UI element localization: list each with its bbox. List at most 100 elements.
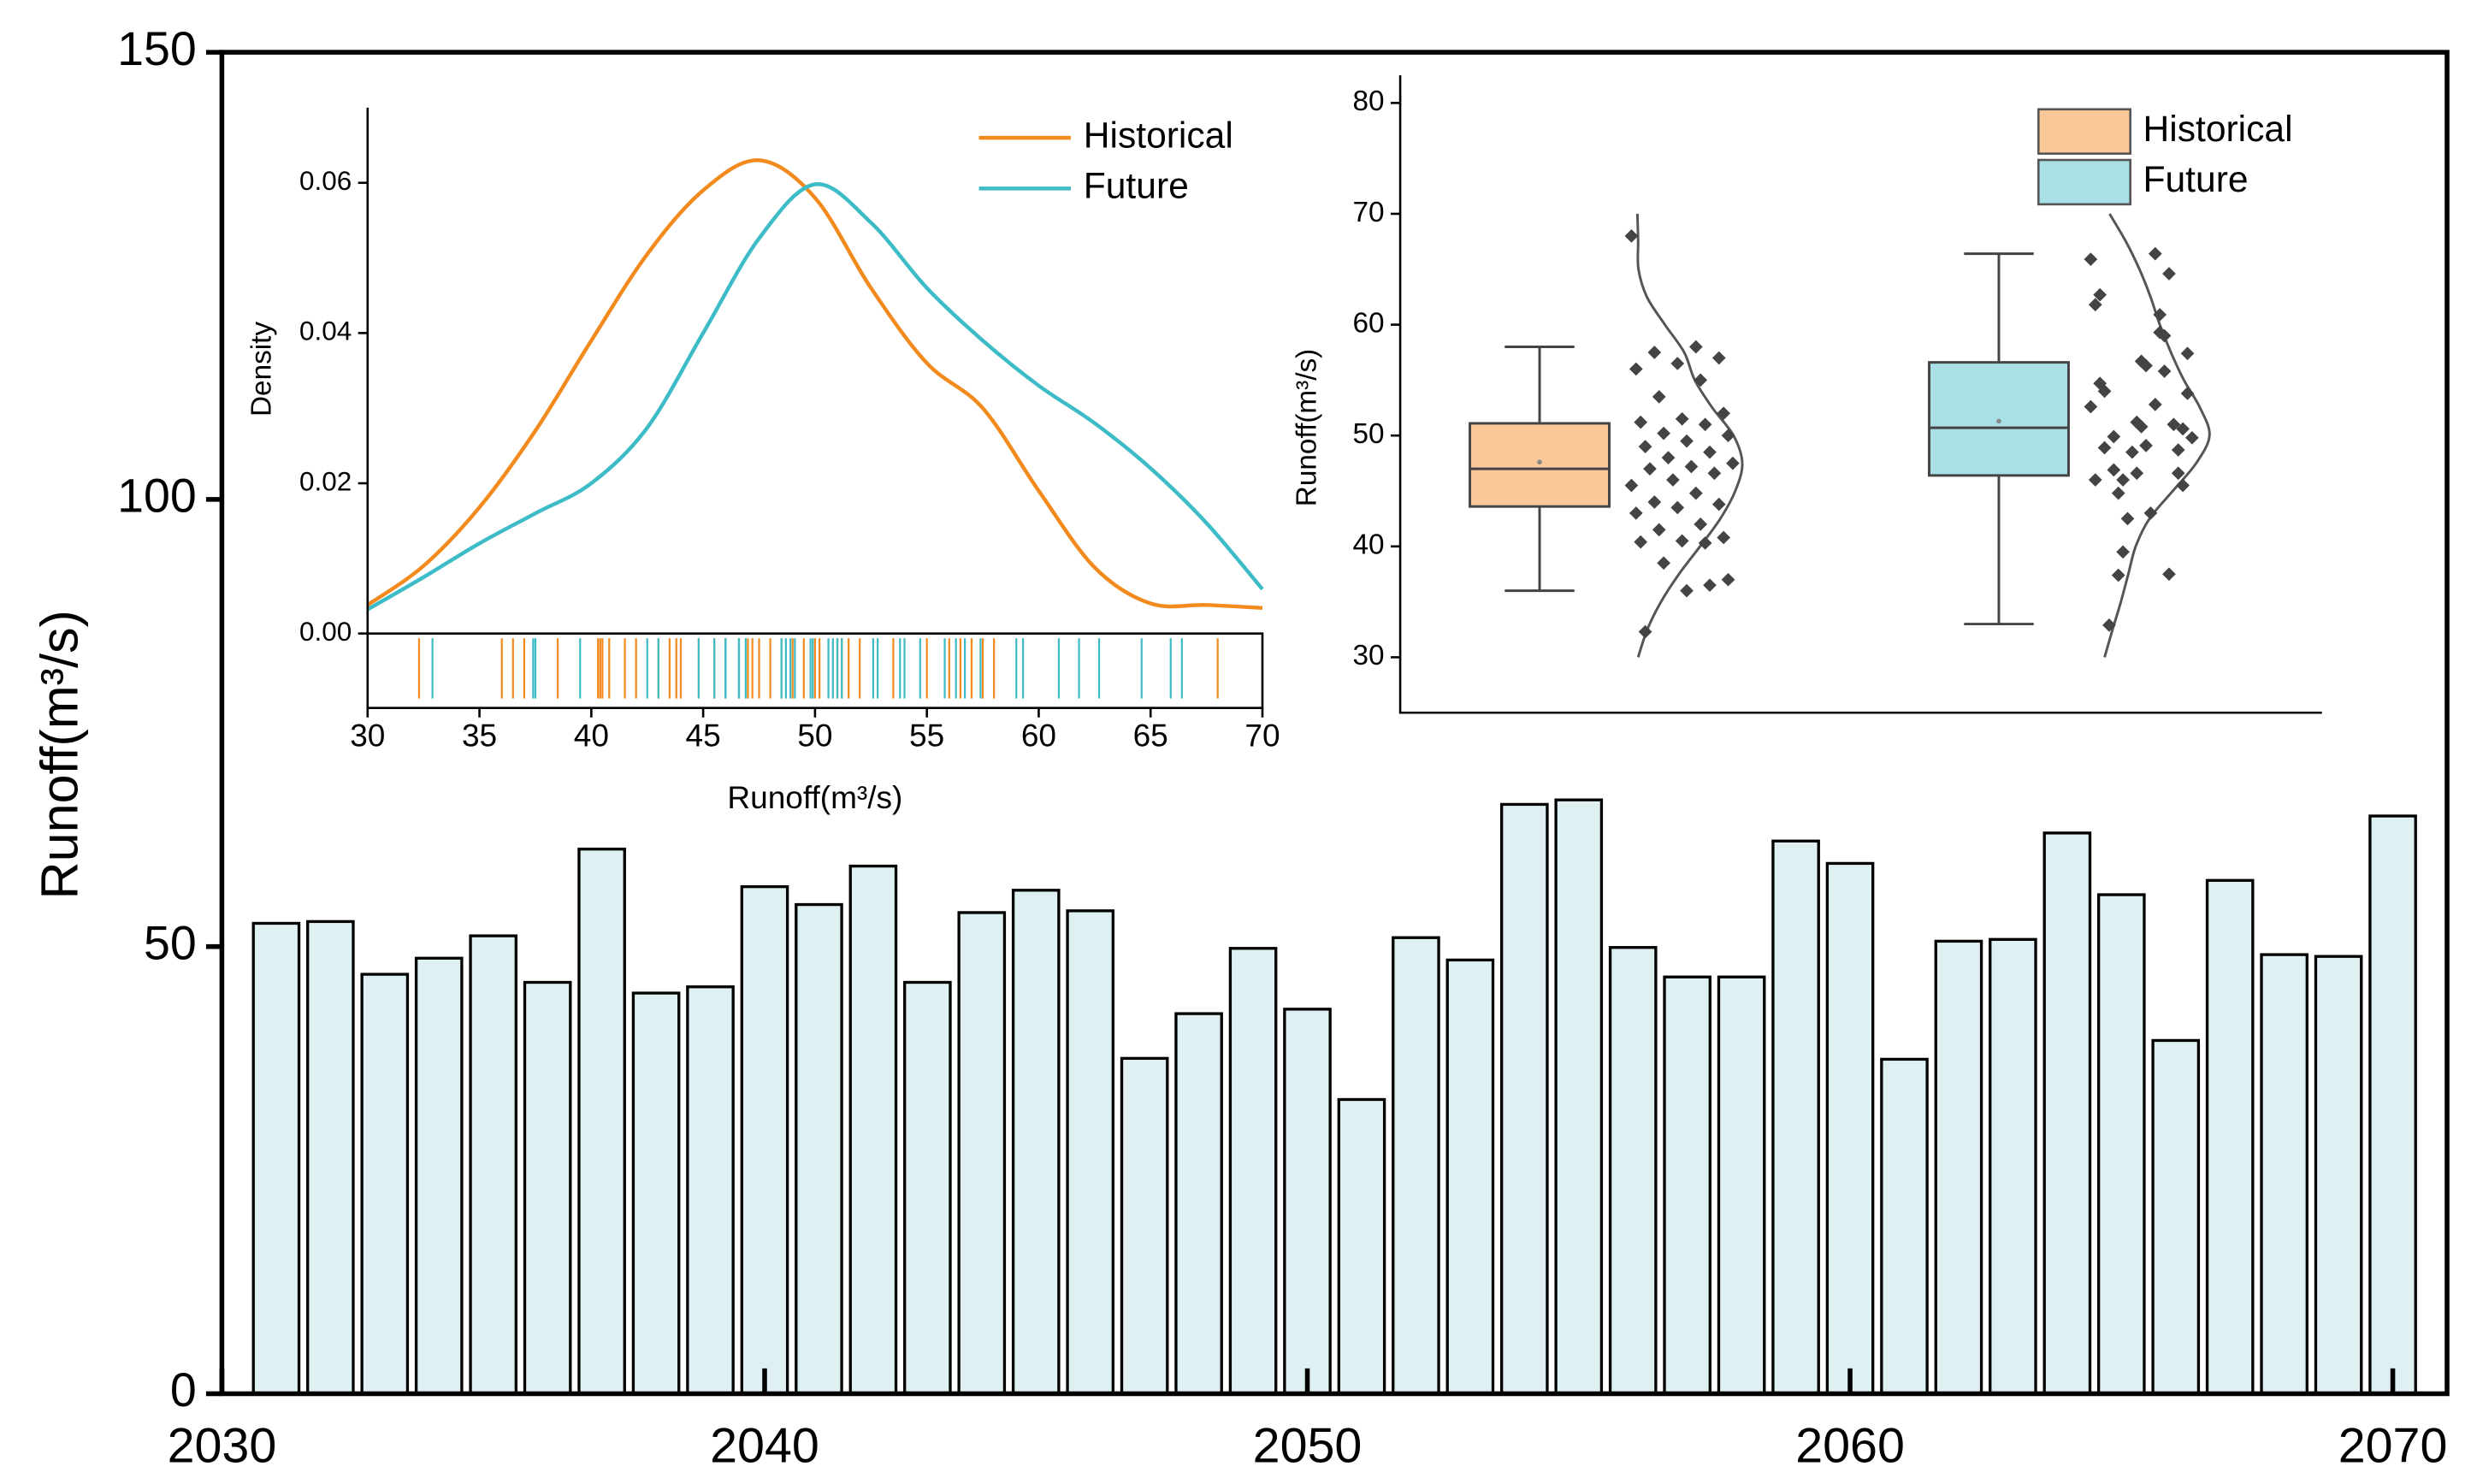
bar: [1934, 939, 1983, 1396]
data-point: [1675, 411, 1689, 426]
bar: [1066, 909, 1115, 1396]
data-point: [1624, 478, 1639, 493]
y-tick-label: 0: [170, 1363, 197, 1416]
legend-swatch: [2037, 108, 2131, 155]
bar: [2096, 893, 2146, 1396]
x-tick-label: 2060: [1795, 1418, 1905, 1473]
y-axis-label: Density: [245, 322, 277, 417]
legend-label: Historical: [2143, 109, 2292, 150]
data-point: [2171, 466, 2185, 481]
y-tick-label: 80: [1352, 86, 1384, 117]
half-violin: [2103, 213, 2211, 658]
bar: [2042, 831, 2092, 1396]
data-point: [1657, 426, 1670, 440]
x-tick-label: 45: [686, 718, 721, 754]
y-tick-label: 0.00: [299, 617, 352, 647]
x-tick-label: 2030: [168, 1418, 277, 1473]
bar: [2314, 955, 2363, 1396]
x-tick-label: 65: [1133, 718, 1168, 754]
bar: [1880, 1057, 1929, 1396]
bar: [2368, 814, 2417, 1396]
data-point: [2180, 387, 2195, 400]
bar: [1499, 802, 1549, 1396]
y-tick-label: 100: [117, 470, 197, 523]
bar: [2205, 878, 2255, 1396]
x-tick-label: 2050: [1253, 1418, 1363, 1473]
data-point: [2185, 430, 2199, 445]
data-point: [2116, 473, 2130, 487]
bar: [414, 956, 464, 1396]
bar: [903, 980, 952, 1396]
data-point: [1694, 517, 1708, 531]
x-tick-label: 60: [1021, 718, 1056, 754]
bar: [686, 985, 735, 1396]
bar: [795, 902, 843, 1396]
y-tick-label: 0.06: [299, 166, 352, 196]
x-tick-label: 35: [462, 718, 497, 754]
box: [1469, 422, 1611, 508]
bar: [523, 980, 572, 1396]
data-point: [2097, 440, 2112, 455]
x-tick-label: 2040: [710, 1418, 819, 1473]
x-tick-label: 30: [350, 718, 385, 754]
y-tick-label: 30: [1352, 640, 1384, 671]
y-tick-label: 0.04: [299, 316, 352, 346]
bar: [1989, 937, 2037, 1396]
x-tick-label: 50: [797, 718, 832, 754]
density-line: [366, 182, 1264, 612]
y-axis-label: Runoff(m³/s): [1291, 349, 1322, 507]
bar: [251, 921, 301, 1396]
bar: [577, 848, 626, 1396]
y-tick-label: 40: [1352, 529, 1384, 561]
x-tick-label: 2070: [2338, 1418, 2448, 1473]
data-point: [2143, 506, 2158, 520]
bar: [848, 864, 898, 1396]
bar: [1174, 1012, 1223, 1396]
bar: [1825, 861, 1875, 1396]
bar: [1337, 1097, 1386, 1396]
data-point: [1634, 415, 1648, 429]
legend-label: Future: [2143, 159, 2248, 200]
bar: [2151, 1038, 2201, 1396]
data-point: [1707, 466, 1722, 481]
axes-frame: [1398, 74, 2322, 714]
bar: [1228, 947, 1278, 1396]
data-point: [2107, 429, 2121, 444]
bar: [1717, 975, 1766, 1396]
data-point: [1698, 536, 1712, 550]
y-tick-label: 50: [144, 916, 197, 969]
data-point: [1638, 624, 1652, 639]
bar: [1608, 946, 1658, 1396]
legend-label: Historical: [1084, 115, 1233, 156]
data-point: [2093, 287, 2107, 302]
data-point: [2134, 419, 2149, 434]
data-point: [2130, 466, 2144, 481]
bar: [1283, 1008, 1332, 1396]
data-point: [2180, 346, 2195, 361]
legend-swatch: [2037, 158, 2131, 206]
bar: [957, 911, 1007, 1396]
bar: [1445, 958, 1495, 1396]
x-tick-label: 40: [574, 718, 609, 754]
plot-frame: [219, 50, 2450, 1397]
legend-label: Future: [1084, 166, 1189, 207]
bar: [2260, 953, 2308, 1396]
x-axis-label: Runoff(m³/s): [727, 779, 902, 815]
x-tick-label: 70: [1244, 718, 1280, 754]
data-point: [1680, 583, 1694, 598]
data-point: [2176, 478, 2190, 493]
data-point: [1726, 456, 1740, 470]
bar: [306, 919, 355, 1396]
bar: [740, 884, 789, 1396]
bar: [1011, 889, 1061, 1396]
bar: [1771, 839, 1820, 1396]
data-point: [2107, 463, 2121, 477]
mean-point: [1996, 418, 2001, 424]
bar: [1392, 936, 1440, 1396]
bar: [360, 973, 410, 1396]
bar: [469, 934, 518, 1396]
x-tick-label: 55: [909, 718, 944, 754]
y-tick-label: 50: [1352, 418, 1384, 450]
